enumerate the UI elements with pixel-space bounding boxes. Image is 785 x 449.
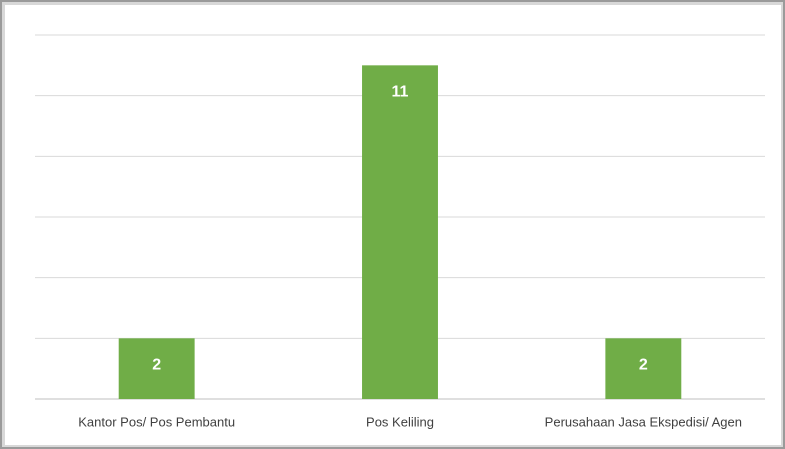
- data-label: 2: [639, 357, 648, 374]
- x-tick-label: Perusahaan Jasa Ekspedisi/ Agen: [545, 414, 742, 429]
- bar: [362, 65, 438, 399]
- bar: [118, 338, 195, 399]
- bar: [605, 338, 682, 399]
- x-tick-label: Pos Keliling: [366, 414, 434, 429]
- data-label: 11: [392, 84, 409, 101]
- x-tick-label: Kantor Pos/ Pos Pembantu: [78, 414, 235, 429]
- data-label: 2: [152, 357, 161, 374]
